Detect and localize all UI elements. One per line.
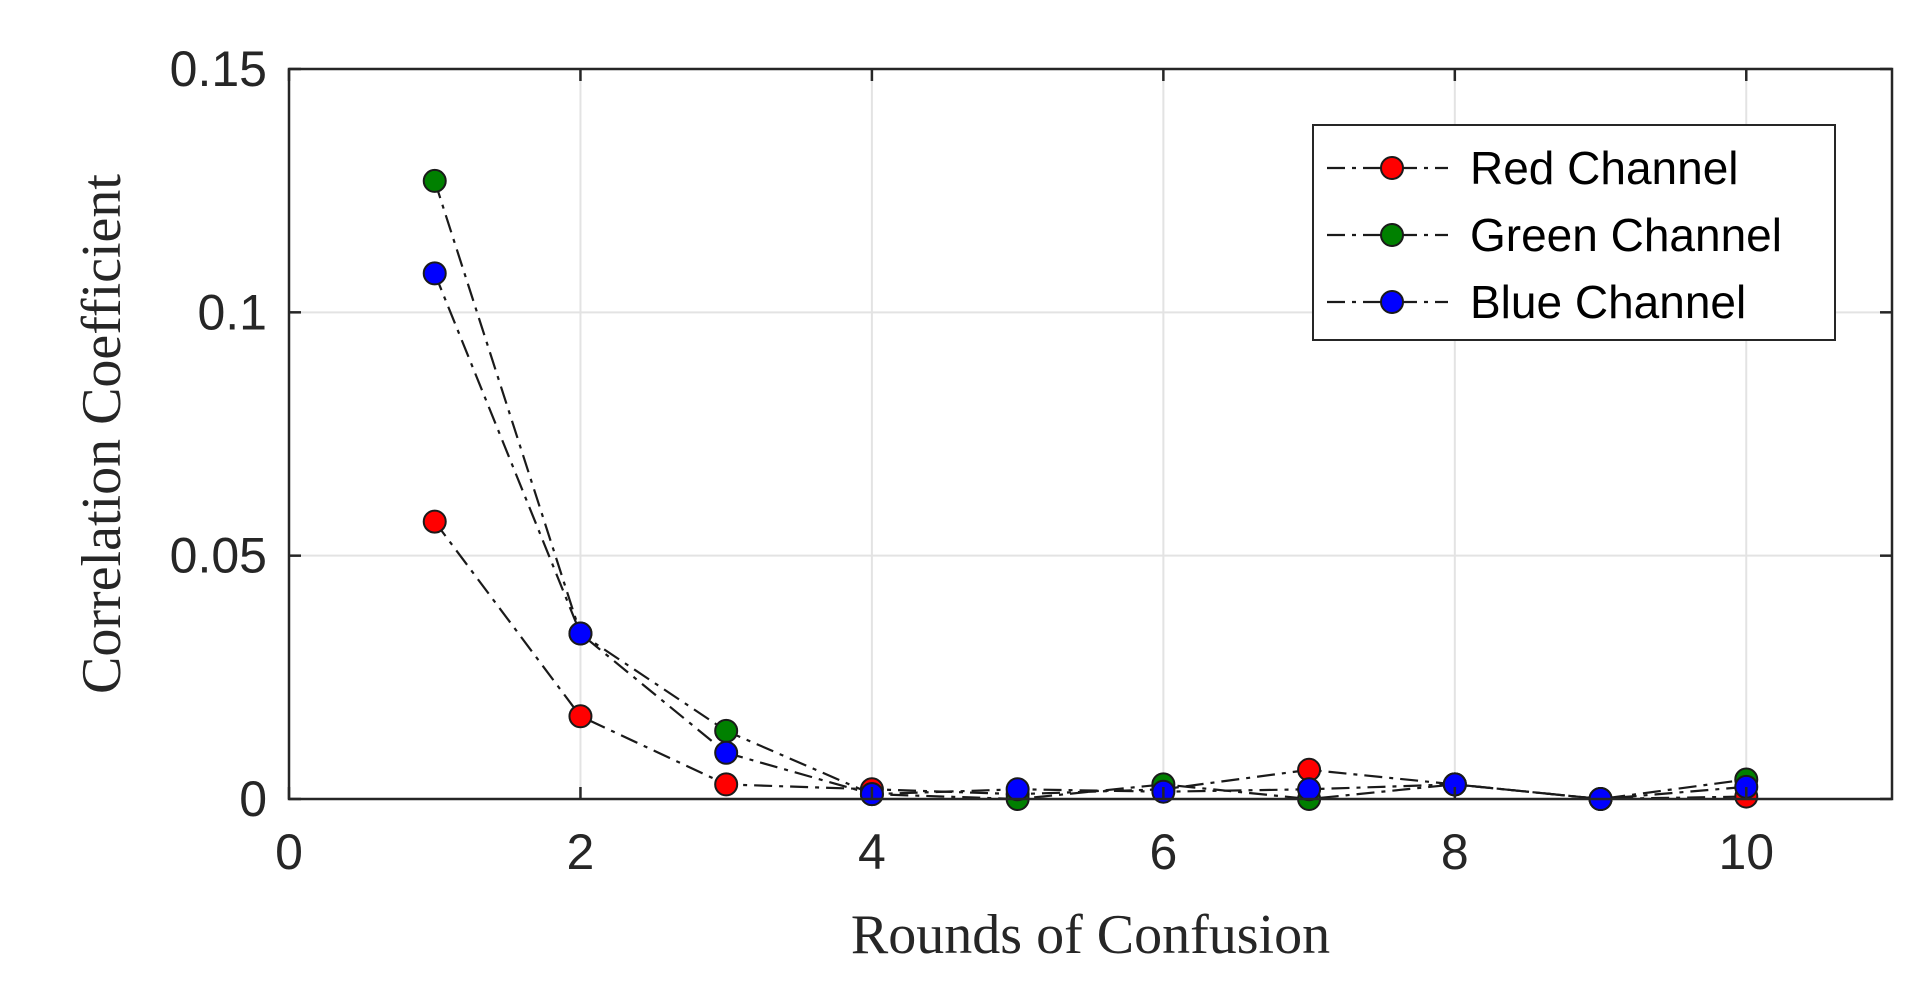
x-tick-label: 10	[1718, 824, 1774, 880]
data-point-marker	[1297, 777, 1322, 802]
axes-frame	[287, 67, 1894, 801]
x-tick-label: 6	[1149, 824, 1177, 880]
data-point-marker	[422, 168, 447, 193]
x-tick-label: 0	[275, 824, 303, 880]
y-axis-label: Correlation Coefficient	[71, 174, 133, 694]
series-line	[433, 520, 1747, 801]
data-point-marker	[714, 740, 739, 765]
data-series	[422, 168, 1759, 811]
x-axis-label: Rounds of Confusion	[851, 904, 1330, 966]
data-point-marker	[714, 772, 739, 797]
legend-item-red: Red Channel	[1327, 142, 1739, 194]
legend-label-green: Green Channel	[1470, 209, 1782, 261]
legend-marker-blue-icon	[1380, 290, 1404, 314]
x-tick-label: 4	[858, 824, 886, 880]
tick-labels: 0 2 4 6 8 10 0 0.05 0.1 0.15	[170, 41, 1774, 880]
legend-label-blue: Blue Channel	[1470, 276, 1746, 328]
legend: Red Channel Green Channel Blue Channel	[1312, 124, 1836, 341]
data-point-marker	[422, 509, 447, 534]
legend-marker-red-icon	[1380, 156, 1404, 180]
data-point-marker	[714, 718, 739, 743]
data-point-marker	[568, 704, 593, 729]
x-tick-label: 2	[567, 824, 595, 880]
data-point-marker	[568, 621, 593, 646]
legend-label-red: Red Channel	[1470, 142, 1739, 194]
data-point-marker	[422, 261, 447, 286]
y-tick-label: 0.05	[170, 528, 267, 584]
legend-marker-green-icon	[1380, 223, 1404, 247]
y-tick-label: 0.15	[170, 41, 267, 97]
plot-area-border	[287, 67, 1894, 801]
y-tick-label: 0	[239, 771, 267, 827]
x-tick-label: 8	[1441, 824, 1469, 880]
data-point-marker	[1005, 777, 1030, 802]
legend-item-green: Green Channel	[1327, 209, 1782, 261]
y-tick-label: 0.1	[197, 284, 267, 340]
legend-item-blue: Blue Channel	[1327, 276, 1746, 328]
series-line	[433, 272, 1747, 801]
